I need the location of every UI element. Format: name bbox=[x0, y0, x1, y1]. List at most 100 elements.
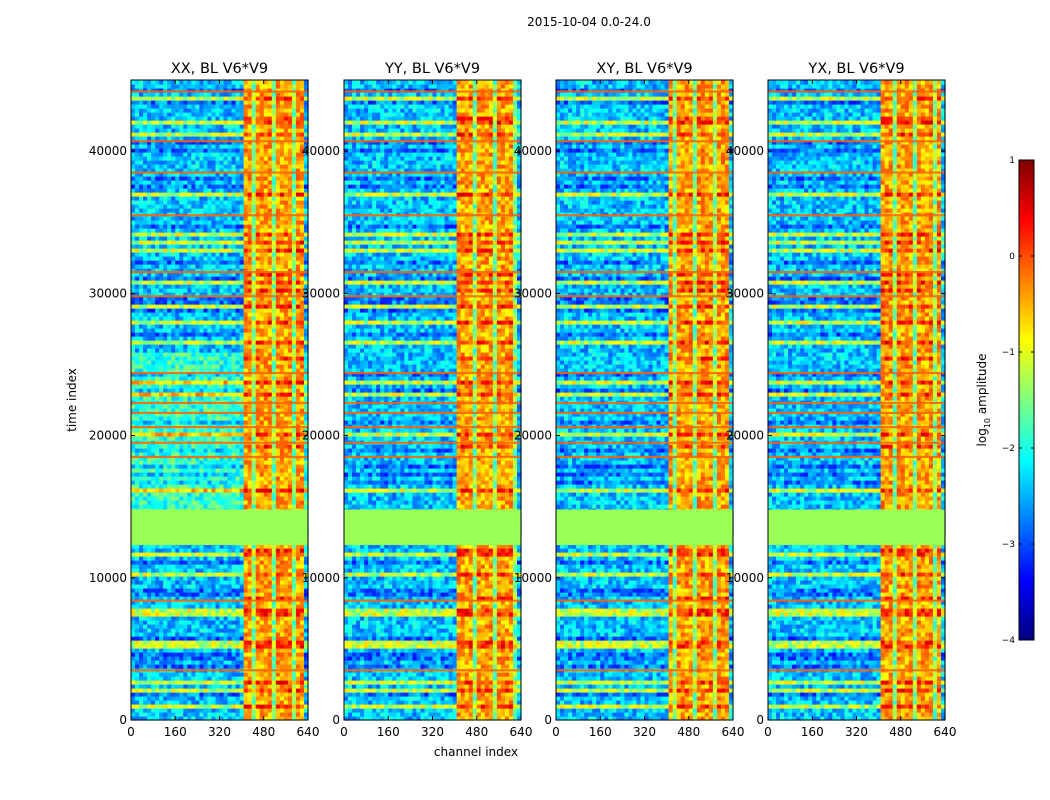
heatmap-cell bbox=[143, 676, 148, 681]
heatmap-cell bbox=[260, 640, 265, 645]
heatmap-cell bbox=[224, 692, 229, 697]
heatmap-cell bbox=[187, 692, 192, 697]
heatmap-cell bbox=[171, 644, 176, 649]
heatmap-cell bbox=[260, 648, 265, 653]
heatmap-cell bbox=[220, 672, 225, 677]
heatmap-cell bbox=[252, 684, 257, 689]
heatmap-cell bbox=[211, 612, 216, 617]
heatmap-cell bbox=[203, 700, 208, 705]
heatmap-cell bbox=[135, 660, 140, 665]
heatmap-cell bbox=[147, 664, 152, 669]
heatmap-cell bbox=[236, 592, 241, 597]
heatmap-cell bbox=[163, 632, 168, 637]
heatmap-cell bbox=[131, 696, 136, 701]
heatmap-cell bbox=[228, 660, 233, 665]
heatmap-cell bbox=[183, 648, 188, 653]
heatmap-cell bbox=[211, 616, 216, 621]
heatmap-cell bbox=[187, 632, 192, 637]
heatmap-cell bbox=[135, 680, 140, 685]
heatmap-cell bbox=[272, 672, 277, 677]
heatmap-cell bbox=[203, 652, 208, 657]
heatmap-cell bbox=[236, 672, 241, 677]
heatmap-cell bbox=[143, 712, 148, 717]
heatmap-cell bbox=[260, 672, 265, 677]
heatmap-cell bbox=[256, 676, 261, 681]
heatmap-cell bbox=[288, 636, 293, 641]
heatmap-cell bbox=[292, 648, 297, 653]
heatmap-cell bbox=[155, 612, 160, 617]
heatmap-cell bbox=[131, 620, 136, 625]
heatmap-cell bbox=[284, 588, 289, 593]
heatmap-cell bbox=[300, 612, 305, 617]
heatmap-cell bbox=[284, 664, 289, 669]
heatmap-cell bbox=[207, 700, 212, 705]
heatmap-cell bbox=[248, 632, 253, 637]
heatmap-cell bbox=[276, 656, 281, 661]
heatmap-cell bbox=[163, 700, 168, 705]
heatmap-cell bbox=[232, 616, 237, 621]
heatmap-cell bbox=[228, 640, 233, 645]
heatmap-cell bbox=[195, 644, 200, 649]
heatmap-cell bbox=[131, 592, 136, 597]
heatmap-cell bbox=[211, 684, 216, 689]
heatmap-cell bbox=[236, 628, 241, 633]
heatmap-cell bbox=[284, 692, 289, 697]
heatmap-cell bbox=[191, 692, 196, 697]
heatmap-cell bbox=[131, 612, 136, 617]
heatmap-cell bbox=[232, 684, 237, 689]
heatmap-cell bbox=[244, 608, 249, 613]
heatmap-cell bbox=[203, 712, 208, 717]
heatmap-cell bbox=[159, 680, 164, 685]
heatmap-cell bbox=[195, 676, 200, 681]
heatmap-cell bbox=[244, 684, 249, 689]
heatmap-cell bbox=[228, 616, 233, 621]
heatmap-cell bbox=[171, 712, 176, 717]
heatmap-cell bbox=[244, 708, 249, 713]
heatmap-cell bbox=[228, 648, 233, 653]
heatmap-cell bbox=[131, 652, 136, 657]
heatmap-cell bbox=[203, 676, 208, 681]
heatmap-cell bbox=[183, 592, 188, 597]
heatmap-cell bbox=[199, 624, 204, 629]
heatmap-cell bbox=[252, 700, 257, 705]
heatmap-cell bbox=[272, 616, 277, 621]
heatmap-cell bbox=[248, 688, 253, 693]
figure-suptitle: 2015-10-04 0.0-24.0 bbox=[527, 15, 651, 29]
heatmap-cell bbox=[272, 684, 277, 689]
heatmap-cell bbox=[236, 700, 241, 705]
heatmap-cell bbox=[139, 708, 144, 713]
heatmap-cell bbox=[260, 660, 265, 665]
heatmap-cell bbox=[240, 708, 245, 713]
heatmap-cell bbox=[195, 640, 200, 645]
heatmap-cell bbox=[203, 672, 208, 677]
heatmap-cell bbox=[292, 680, 297, 685]
heatmap-cell bbox=[187, 696, 192, 701]
heatmap-cell bbox=[300, 692, 305, 697]
heatmap-cell bbox=[175, 640, 180, 645]
heatmap-cell bbox=[155, 628, 160, 633]
heatmap-cell bbox=[191, 612, 196, 617]
heatmap-cell bbox=[272, 712, 277, 717]
heatmap-cell bbox=[244, 712, 249, 717]
heatmap-cell bbox=[240, 592, 245, 597]
heatmap-cell bbox=[300, 644, 305, 649]
heatmap-cell bbox=[171, 708, 176, 713]
heatmap-cell bbox=[220, 688, 225, 693]
heatmap-cell bbox=[203, 660, 208, 665]
heatmap-cell bbox=[224, 608, 229, 613]
heatmap-cell bbox=[167, 656, 172, 661]
heatmap-cell bbox=[240, 692, 245, 697]
heatmap-cell bbox=[139, 700, 144, 705]
heatmap-cell bbox=[288, 688, 293, 693]
heatmap-cell bbox=[276, 620, 281, 625]
heatmap-cell bbox=[280, 688, 285, 693]
heatmap-cell bbox=[284, 696, 289, 701]
heatmap-cell bbox=[264, 676, 269, 681]
heatmap-cell bbox=[220, 684, 225, 689]
heatmap-cell bbox=[159, 584, 164, 589]
heatmap-cell bbox=[284, 704, 289, 709]
heatmap-cell bbox=[187, 612, 192, 617]
heatmap-cell bbox=[256, 620, 261, 625]
heatmap-cell bbox=[131, 624, 136, 629]
heatmap-cell bbox=[143, 620, 148, 625]
